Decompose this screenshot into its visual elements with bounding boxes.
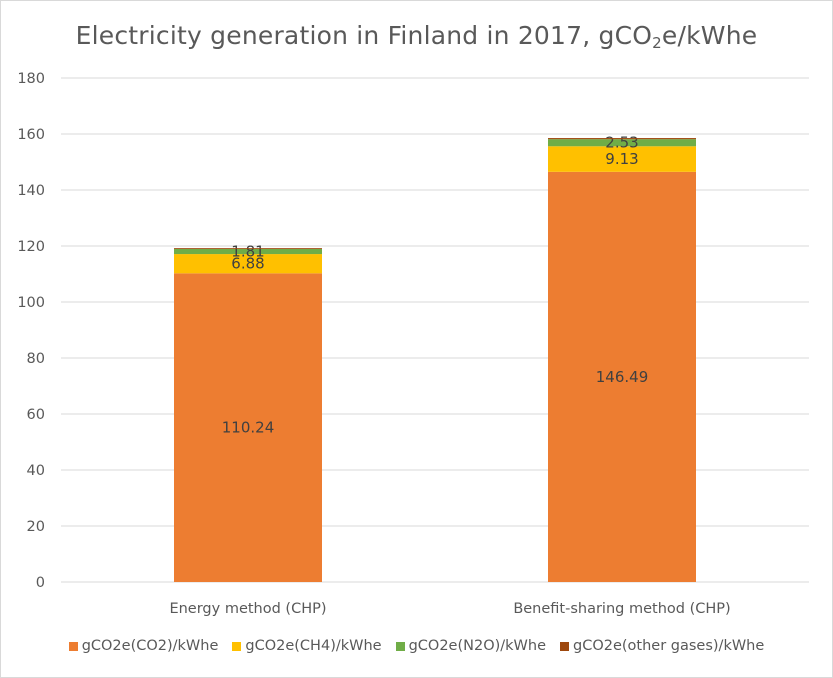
legend-item: gCO2e(N2O)/kWhe bbox=[395, 638, 546, 654]
legend-swatch bbox=[232, 641, 242, 651]
y-tick-label: 80 bbox=[27, 351, 45, 367]
y-tick-label: 160 bbox=[17, 127, 45, 143]
title-subscript: 2 bbox=[652, 34, 662, 52]
y-tick-label: 180 bbox=[17, 71, 45, 87]
legend-label: gCO2e(CO2)/kWhe bbox=[81, 638, 219, 654]
legend-swatch bbox=[560, 641, 569, 651]
y-tick-label: 60 bbox=[27, 407, 45, 423]
y-tick-label: 120 bbox=[17, 239, 45, 255]
chart-title: Electricity generation in Finland in 201… bbox=[1, 21, 832, 52]
data-label: 146.49 bbox=[596, 368, 649, 386]
legend-label: gCO2e(CH4)/kWhe bbox=[245, 638, 382, 654]
data-label: 110.24 bbox=[222, 419, 275, 437]
bar-segment bbox=[548, 139, 696, 147]
x-tick-label: Energy method (CHP) bbox=[169, 601, 326, 617]
x-tick-label: Benefit-sharing method (CHP) bbox=[513, 601, 730, 617]
legend-label: gCO2e(other gases)/kWhe bbox=[573, 638, 765, 654]
data-label: 6.88 bbox=[231, 255, 264, 273]
data-label: 9.13 bbox=[605, 150, 638, 168]
y-tick-label: 20 bbox=[27, 519, 45, 535]
y-tick-label: 140 bbox=[17, 183, 45, 199]
legend-label: gCO2e(N2O)/kWhe bbox=[408, 638, 546, 654]
bar-segment bbox=[548, 138, 696, 140]
bar-segment bbox=[548, 171, 696, 582]
title-main: Electricity generation in Finland in 201… bbox=[75, 21, 653, 50]
bar-segment bbox=[174, 254, 322, 274]
bar-segment bbox=[548, 146, 696, 172]
bar-segment bbox=[174, 248, 322, 255]
data-label: 2.53 bbox=[605, 134, 638, 152]
legend-item: gCO2e(other gases)/kWhe bbox=[560, 638, 764, 654]
chart-legend: gCO2e(CO2)/kWhe gCO2e(CH4)/kWhe gCO2e(N2O)… bbox=[1, 638, 832, 654]
bar-segment bbox=[174, 248, 322, 249]
y-tick-label: 100 bbox=[17, 295, 45, 311]
data-label: 1.81 bbox=[231, 243, 264, 261]
legend-item: gCO2e(CO2)/kWhe bbox=[68, 638, 219, 654]
bar-segment bbox=[174, 273, 322, 582]
title-tail: e/kWhe bbox=[661, 21, 758, 50]
y-tick-label: 40 bbox=[27, 463, 45, 479]
y-tick-label: 0 bbox=[36, 575, 45, 591]
legend-item: gCO2e(CH4)/kWhe bbox=[232, 638, 382, 654]
legend-swatch bbox=[68, 641, 78, 651]
legend-swatch bbox=[395, 641, 405, 651]
